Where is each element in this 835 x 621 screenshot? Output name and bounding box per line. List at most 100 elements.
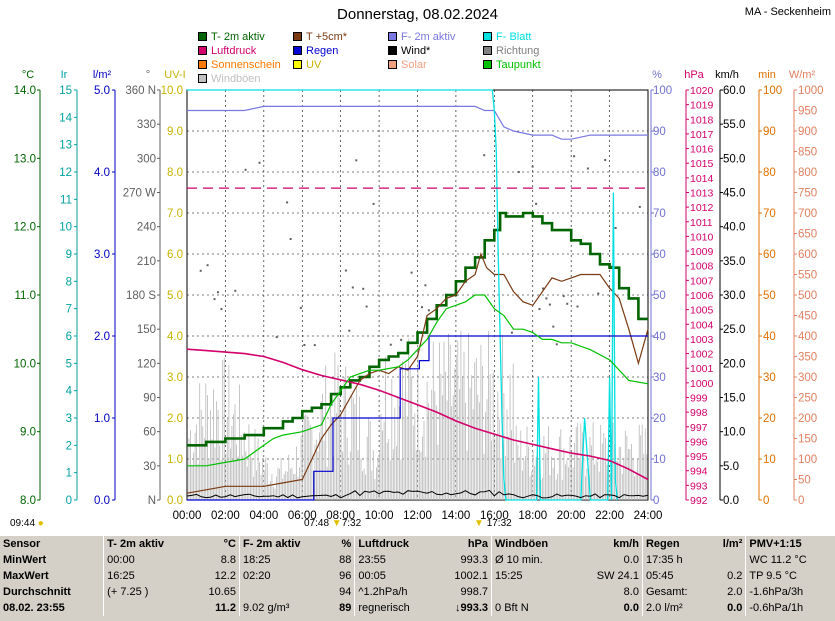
stats-cell: TP 9.5 °C xyxy=(745,568,835,584)
series-line-f-2m-aktiv xyxy=(187,105,648,140)
axis-tick-rain: 5.0 xyxy=(94,85,110,97)
stats-cell xyxy=(710,552,746,568)
axis-tick-rain: 2.0 xyxy=(94,331,110,343)
legend-label: Taupunkt xyxy=(496,59,541,71)
legend-item: T- 2m aktiv xyxy=(198,30,265,44)
wind-direction-dot xyxy=(614,227,617,229)
stats-cell: Gesamt: xyxy=(641,584,710,600)
stats-cell: 2.0 l/m² xyxy=(641,600,710,616)
axis-tick-solar: 900 xyxy=(798,126,817,138)
wind-direction-dot xyxy=(531,165,534,168)
stats-cell: 993.3 xyxy=(460,554,489,566)
legend-label: Solar xyxy=(401,59,427,71)
wind-direction-dot xyxy=(410,271,413,274)
stats-cell: % xyxy=(341,538,352,550)
stats-cell: 05:45 xyxy=(641,568,710,584)
stats-cell: 23:55 xyxy=(354,552,436,568)
axis-tick-direction: 270 W xyxy=(123,188,156,200)
legend-label: Luftdruck xyxy=(211,45,257,57)
axis-tick-time: 06:00 xyxy=(288,510,317,522)
stats-cell: ^1.2hPa/h xyxy=(354,584,436,600)
wind-direction-dot xyxy=(258,161,261,164)
axis-tick-rain: 3.0 xyxy=(94,249,110,261)
axis-tick-wind: 10.0 xyxy=(723,427,745,439)
axis-tick-pressure: 1003 xyxy=(690,334,714,346)
stats-cell: 998.7 xyxy=(460,586,489,598)
wind-direction-dot xyxy=(545,297,548,300)
axis-tick-rain: 0.0 xyxy=(94,495,110,507)
weather-chart: 8.09.010.011.012.013.014.0°C012345678910… xyxy=(14,69,824,522)
stats-cell: 0.0 xyxy=(727,602,743,614)
axis-tick-ir: 1 xyxy=(66,468,72,480)
wind-direction-dot xyxy=(275,336,278,339)
axis-tick-wind: 15.0 xyxy=(723,393,745,405)
wind-direction-dot xyxy=(548,303,551,306)
axis-tick-humidity: 100 xyxy=(653,85,672,97)
legend-swatch xyxy=(388,60,397,69)
axis-tick-time: 04:00 xyxy=(249,510,278,522)
wind-direction-dot xyxy=(517,171,520,173)
legend-label: F- Blatt xyxy=(496,31,532,43)
axis-tick-direction: 180 S xyxy=(126,290,156,302)
axis-tick-minutes: 10 xyxy=(763,454,776,466)
axis-tick-time: 18:00 xyxy=(518,510,547,522)
wind-direction-dot xyxy=(217,291,219,294)
axis-tick-time: 14:00 xyxy=(442,510,471,522)
legend-label: UV xyxy=(306,59,322,71)
stats-cell: 0.0 xyxy=(623,554,639,566)
axis-tick-humidity: 60 xyxy=(653,249,666,261)
wind-direction-dot xyxy=(289,238,292,240)
moon-time: 09:44 ● xyxy=(10,518,44,529)
wind-direction-dot xyxy=(344,269,347,272)
axis-tick-wind: 35.0 xyxy=(723,256,745,268)
wind-direction-dot xyxy=(510,331,513,334)
axis-tick-direction: 30 xyxy=(143,461,156,473)
legend-item: T +5cm* xyxy=(293,30,347,44)
axis-tick-rain: 4.0 xyxy=(94,167,110,179)
series-line-t-2m-aktiv xyxy=(187,211,648,447)
legend-swatch xyxy=(483,46,492,55)
axis-tick-wind: 25.0 xyxy=(723,324,745,336)
stats-cell: T- 2m aktiv xyxy=(103,536,193,552)
stats-cell: 12.2 xyxy=(214,570,236,582)
stats-cell xyxy=(491,584,575,600)
axis-tick-direction: 360 N xyxy=(125,85,156,97)
legend-label: Windböen xyxy=(211,73,261,85)
wind-direction-dot xyxy=(313,344,316,347)
axis-tick-solar: 1000 xyxy=(798,85,824,97)
axis-tick-pressure: 994 xyxy=(690,466,708,478)
axis-tick-humidity: 10 xyxy=(653,454,666,466)
axis-tick-pressure: 1015 xyxy=(690,158,714,170)
axis-tick-solar: 950 xyxy=(798,106,817,118)
stats-row: 08.02. 23:55 11.2 9.02 g/m³ 89 regnerisch ↓99… xyxy=(0,600,835,616)
wind-direction-dot xyxy=(362,287,365,290)
axis-tick-humidity: 30 xyxy=(653,372,666,384)
axis-tick-time: 12:00 xyxy=(403,510,432,522)
axis-tick-time: 24:00 xyxy=(634,510,663,522)
wind-direction-dot xyxy=(576,305,579,308)
axis-tick-ir: 6 xyxy=(66,331,72,343)
sunset-time: ▼ 17:32 xyxy=(474,518,512,529)
axis-tick-uv: 3.0 xyxy=(167,372,183,384)
stats-cell: 17:35 h xyxy=(641,552,710,568)
wind-direction-dot xyxy=(586,167,589,170)
wind-direction-dot xyxy=(597,292,600,295)
stats-cell: Sensor xyxy=(3,538,41,550)
axis-tick-humidity: 20 xyxy=(653,413,666,425)
axis-tick-pressure: 1016 xyxy=(690,144,714,156)
stats-cell: 0 Bft N xyxy=(491,600,575,616)
legend-item: F- 2m aktiv xyxy=(388,30,455,44)
stats-cell: MinWert xyxy=(3,554,47,566)
axis-unit-hum: % xyxy=(652,69,662,81)
chart-title: Donnerstag, 08.02.2024 xyxy=(337,6,498,23)
stats-cell: 1002.1 xyxy=(454,570,489,582)
stats-cell xyxy=(238,584,329,600)
series-line-luftdruck xyxy=(186,348,649,481)
axis-tick-uv: 10.0 xyxy=(161,85,183,97)
axis-tick-pressure: 1019 xyxy=(690,100,714,112)
axis-unit-dir: ° xyxy=(146,69,150,81)
axis-tick-humidity: 70 xyxy=(653,208,666,220)
axis-tick-minutes: 70 xyxy=(763,208,776,220)
axis-tick-pressure: 1012 xyxy=(690,202,714,214)
legend-label: F- 2m aktiv xyxy=(401,31,456,43)
